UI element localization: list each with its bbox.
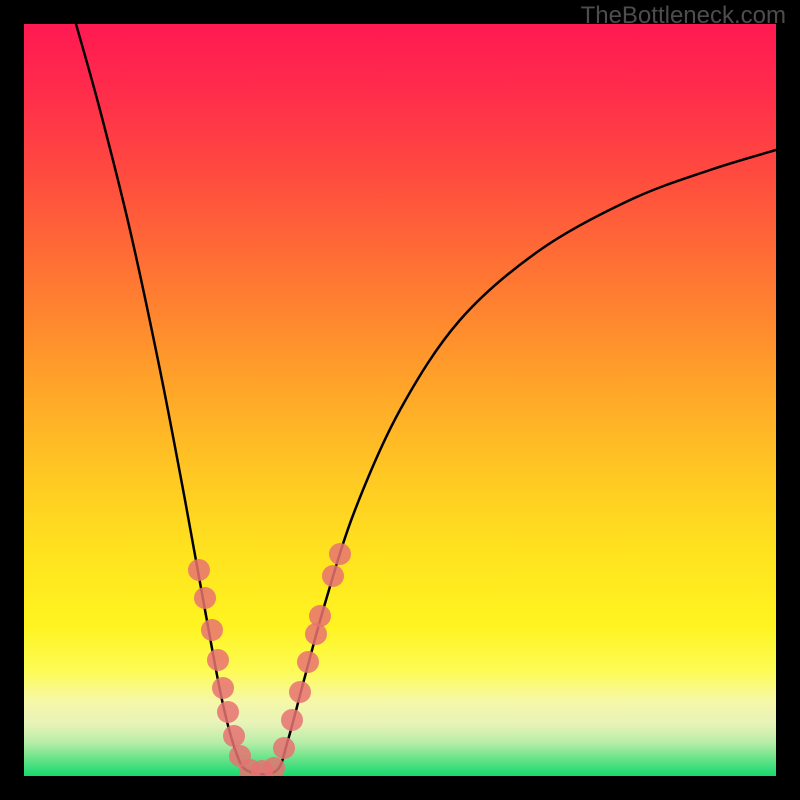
data-marker <box>207 649 229 671</box>
data-marker <box>188 559 210 581</box>
data-marker <box>194 587 216 609</box>
data-marker <box>273 737 295 759</box>
data-marker <box>297 651 319 673</box>
watermark-text: TheBottleneck.com <box>581 2 786 30</box>
plot-gradient-background <box>24 24 776 776</box>
data-marker <box>212 677 234 699</box>
data-marker <box>281 709 303 731</box>
data-marker <box>322 565 344 587</box>
data-marker <box>289 681 311 703</box>
chart-container: TheBottleneck.com <box>0 0 800 800</box>
chart-svg <box>0 0 800 800</box>
data-marker <box>329 543 351 565</box>
data-marker <box>309 605 331 627</box>
data-marker <box>263 757 285 779</box>
data-marker <box>217 701 239 723</box>
data-marker <box>201 619 223 641</box>
data-marker <box>223 725 245 747</box>
